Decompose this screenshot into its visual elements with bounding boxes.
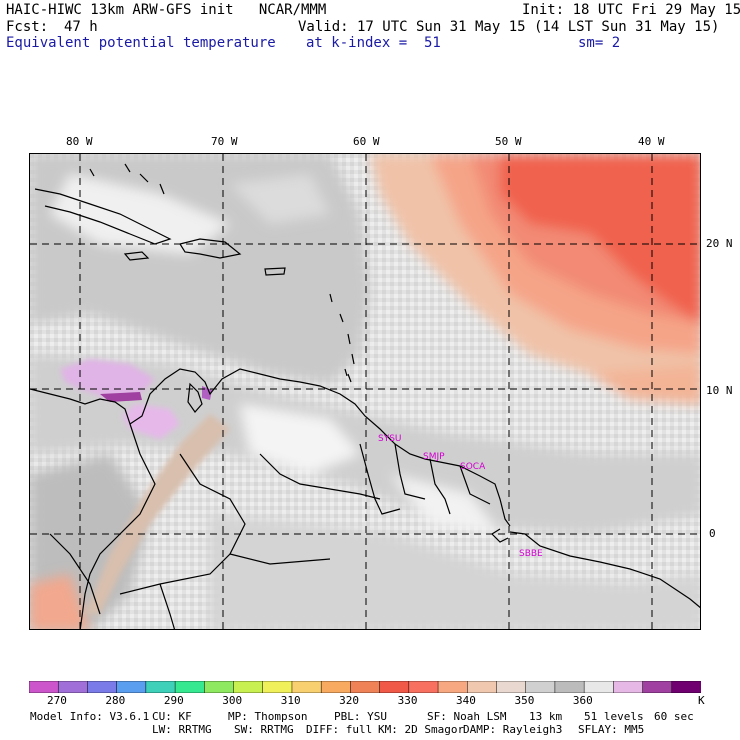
colorbar-swatch xyxy=(671,680,702,694)
colorbar-tick-label: 270 xyxy=(47,694,67,707)
footer-physics-item: SW: RRTMG xyxy=(234,723,294,736)
lon-label-50w: 50 W xyxy=(495,135,522,148)
colorbar-tick-label: 290 xyxy=(163,694,184,707)
colorbar-tick-label: 300 xyxy=(222,694,243,707)
footer-model-item: 13 km xyxy=(529,710,563,723)
colorbar-tick-label: 330 xyxy=(397,694,418,707)
footer-model-item: PBL: YSU xyxy=(334,710,387,723)
colorbar-swatches xyxy=(28,680,702,694)
colorbar-tick-label: 280 xyxy=(105,694,126,707)
colorbar-swatch xyxy=(320,680,351,694)
field-name: Equivalent potential temperature xyxy=(6,35,276,51)
colorbar-swatch xyxy=(233,680,264,694)
colorbar-tick-label: 340 xyxy=(456,694,476,707)
station-label-soca: SOCA xyxy=(460,462,486,472)
colorbar-swatch xyxy=(291,680,322,694)
forecast-label: Fcst: xyxy=(6,19,49,35)
colorbar-swatch xyxy=(262,680,293,694)
colorbar-swatch xyxy=(350,680,381,694)
colorbar-swatch xyxy=(174,680,205,694)
colorbar-swatch xyxy=(145,680,176,694)
colorbar-swatch xyxy=(437,680,468,694)
valid-time: Valid: 17 UTC Sun 31 May 15 (14 LST Sun … xyxy=(298,19,720,35)
lat-label-0: 0 xyxy=(709,527,716,540)
colorbar xyxy=(28,680,702,697)
lon-label-80w: 80 W xyxy=(66,135,93,148)
footer-model-item: SF: Noah LSM xyxy=(427,710,507,723)
footer-model-item: 51 levels xyxy=(584,710,644,723)
footer-model-item: MP: Thompson xyxy=(228,710,308,723)
graticule xyxy=(30,154,700,629)
colorbar-tick-label: 350 xyxy=(514,694,535,707)
coastlines xyxy=(30,163,700,629)
footer-physics-item: LW: RRTMG xyxy=(152,723,212,736)
colorbar-swatch xyxy=(379,680,410,694)
lon-label-70w: 70 W xyxy=(211,135,238,148)
station-label-smjp: SMJP xyxy=(423,452,445,462)
map-canvas: SYSU SMJP SOCA SBBE xyxy=(30,154,700,629)
plot-title: HAIC-HIWC 13km ARW-GFS init NCAR/MMM xyxy=(6,2,327,18)
colorbar-swatch xyxy=(28,680,59,694)
colorbar-tick-label: 310 xyxy=(280,694,301,707)
lat-label-10n: 10 N xyxy=(706,384,733,397)
forecast-hour: 47 h xyxy=(64,19,98,35)
andes-ridge xyxy=(85,414,230,614)
footer-physics-item: KM: 2D Smagor xyxy=(378,723,465,736)
footer-model-item: 60 sec xyxy=(654,710,694,723)
colorbar-unit: K xyxy=(698,694,705,707)
colorbar-swatch xyxy=(613,680,644,694)
colorbar-swatch xyxy=(496,680,527,694)
lon-label-40w: 40 W xyxy=(638,135,665,148)
footer-physics-item: DAMP: Rayleigh3 xyxy=(463,723,563,736)
footer-model-item: Model Info: V3.6.1 xyxy=(30,710,150,723)
init-time: Init: 18 UTC Fri 29 May 15 xyxy=(522,2,740,18)
colorbar-swatch xyxy=(554,680,585,694)
theta-e-map: SYSU SMJP SOCA SBBE xyxy=(29,153,701,630)
station-label-sysu: SYSU xyxy=(378,434,402,444)
station-label-sbbe: SBBE xyxy=(519,549,543,559)
colorbar-tick-label: 360 xyxy=(572,694,593,707)
footer-physics-item: SFLAY: MM5 xyxy=(578,723,645,736)
colorbar-swatch xyxy=(525,680,556,694)
lon-label-60w: 60 W xyxy=(353,135,380,148)
footer-model-item: CU: KF xyxy=(152,710,192,723)
colorbar-swatch xyxy=(116,680,147,694)
colorbar-swatch xyxy=(583,680,614,694)
smoothing: sm= 2 xyxy=(578,35,621,51)
colorbar-swatch xyxy=(57,680,88,694)
colorbar-swatch xyxy=(87,680,118,694)
colorbar-swatch xyxy=(642,680,673,694)
footer-physics-item: DIFF: full xyxy=(306,723,373,736)
colorbar-tick-label: 320 xyxy=(339,694,360,707)
lat-label-20n: 20 N xyxy=(706,237,733,250)
colorbar-swatch xyxy=(408,680,439,694)
warm-field-layer xyxy=(30,154,700,629)
level-index: at k-index = 51 xyxy=(306,35,441,51)
colorbar-swatch xyxy=(204,680,235,694)
stations: SYSU SMJP SOCA SBBE xyxy=(378,434,543,559)
colorbar-swatch xyxy=(467,680,498,694)
